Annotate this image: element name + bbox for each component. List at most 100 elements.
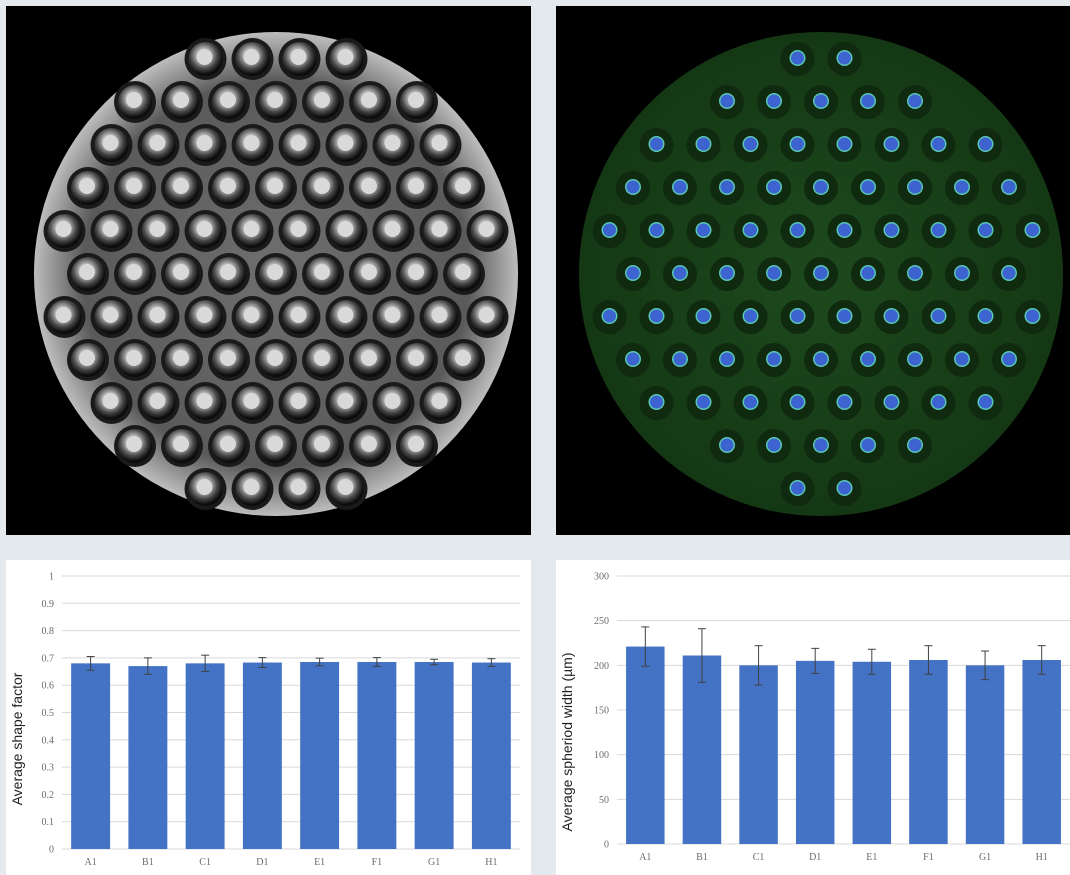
shape-factor-y-tick-label: 0.3	[42, 763, 55, 774]
fluorescence-spheroid	[744, 395, 757, 409]
fluorescence-spheroid	[1026, 223, 1039, 237]
shape-factor-x-tick-label: A1	[85, 857, 97, 868]
fluorescence-spheroid	[861, 94, 875, 108]
fluorescence-spheroid	[720, 94, 734, 108]
brightfield-spheroid	[384, 135, 401, 151]
spheroid-width-x-tick-label: C1	[753, 852, 765, 863]
fluorescence-spheroid	[791, 481, 804, 495]
fluorescence-spheroid	[697, 223, 710, 237]
fluorescence-spheroid	[932, 309, 945, 323]
spheroid-width-y-tick-label: 150	[594, 706, 609, 717]
fluorescence-spheroid	[861, 266, 875, 280]
brightfield-spheroid	[314, 436, 330, 452]
brightfield-spheroid	[220, 178, 236, 194]
brightfield-spheroid	[337, 479, 354, 495]
brightfield-spheroid	[290, 307, 307, 323]
shape-factor-bar	[300, 661, 340, 849]
shape-factor-y-tick-label: 0.5	[42, 708, 55, 719]
spheroid-width-x-tick-label: F1	[923, 852, 934, 863]
brightfield-spheroid	[243, 479, 260, 495]
brightfield-spheroid	[196, 49, 213, 65]
brightfield-spheroid	[478, 307, 495, 323]
spheroid-width-bar	[852, 661, 892, 844]
brightfield-spheroid	[361, 264, 377, 280]
brightfield-spheroid	[173, 92, 189, 108]
fluorescence-spheroid	[697, 137, 710, 151]
spheroid-width-bar	[909, 659, 948, 844]
brightfield-spheroid	[314, 178, 330, 194]
brightfield-spheroid	[79, 350, 95, 366]
brightfield-spheroid	[408, 178, 424, 194]
brightfield-spheroid	[126, 350, 142, 366]
fluorescence-spheroid	[673, 352, 687, 366]
fluorescence-spheroid	[791, 309, 804, 323]
brightfield-spheroid	[314, 264, 330, 280]
spheroid-width-bar	[739, 665, 778, 844]
fluorescence-spheroid	[650, 395, 663, 409]
shape-factor-x-tick-label: H1	[485, 857, 497, 868]
brightfield-spheroid	[243, 135, 260, 151]
fluorescence-spheroid	[767, 180, 781, 194]
fluorescence-spheroid	[650, 309, 663, 323]
fluorescence-spheroid	[697, 395, 710, 409]
shape-factor-y-tick-label: 0.1	[42, 817, 55, 828]
fluorescence-spheroid	[1002, 352, 1016, 366]
brightfield-spheroid	[361, 350, 377, 366]
fluorescence-spheroid	[673, 180, 687, 194]
shape-factor-chart-svg: 0 0.1 0.2 0.3 0.4 0.5 0.6 0.7 0.8 0.9 1 A1 B1 C1 D1 E1…	[9, 572, 520, 868]
fluorescence-spheroid	[814, 352, 828, 366]
fluorescence-microwell-image	[556, 6, 1070, 535]
shape-factor-x-tick-label: C1	[199, 857, 211, 868]
brightfield-spheroid	[243, 49, 260, 65]
brightfield-spheroid	[126, 264, 142, 280]
fluorescence-spheroid	[767, 266, 781, 280]
fluorescence-spheroid	[908, 180, 922, 194]
brightfield-spheroid	[337, 135, 354, 151]
fluorescence-spheroid	[791, 395, 804, 409]
brightfield-spheroid	[196, 135, 213, 151]
brightfield-spheroid	[196, 479, 213, 495]
brightfield-spheroid	[126, 92, 142, 108]
shape-factor-bar	[71, 663, 111, 849]
spheroid-width-y-tick-label: 50	[599, 795, 609, 806]
fluorescence-wells	[592, 42, 1050, 506]
fluorescence-spheroid	[932, 223, 945, 237]
spheroid-width-x-tick-label: E1	[866, 852, 877, 863]
shape-factor-y-tick-label: 0.8	[42, 626, 55, 637]
fluorescence-spheroid	[814, 438, 828, 452]
brightfield-spheroid	[337, 221, 354, 237]
fluorescence-spheroid	[932, 137, 945, 151]
brightfield-spheroid	[408, 264, 424, 280]
brightfield-spheroid	[455, 264, 471, 280]
spheroid-width-y-tick-label: 200	[594, 661, 609, 672]
brightfield-spheroid	[196, 393, 213, 409]
brightfield-spheroid	[384, 221, 401, 237]
fluorescence-spheroid	[861, 438, 875, 452]
fluorescence-spheroid	[814, 180, 828, 194]
fluorescence-spheroid	[1002, 266, 1016, 280]
brightfield-spheroid	[79, 264, 95, 280]
brightfield-spheroid	[408, 92, 424, 108]
fluorescence-spheroid	[626, 180, 640, 194]
fluorescence-spheroid	[861, 180, 875, 194]
fluorescence-spheroid	[720, 180, 734, 194]
brightfield-spheroid	[478, 221, 495, 237]
brightfield-spheroid	[361, 436, 377, 452]
brightfield-spheroid	[290, 49, 307, 65]
brightfield-spheroid	[243, 307, 260, 323]
fluorescence-spheroid	[814, 266, 828, 280]
brightfield-spheroid	[337, 49, 354, 65]
fluorescence-spheroid	[1002, 180, 1016, 194]
brightfield-spheroid	[102, 393, 119, 409]
shape-factor-bar	[471, 662, 511, 849]
brightfield-spheroid	[220, 350, 236, 366]
fluorescence-spheroid	[885, 137, 898, 151]
shape-factor-chart: 0 0.1 0.2 0.3 0.4 0.5 0.6 0.7 0.8 0.9 1 A1 B1 C1 D1 E1…	[6, 560, 531, 875]
fluorescence-spheroid	[650, 223, 663, 237]
brightfield-spheroid	[196, 307, 213, 323]
spheroid-width-y-tick-label: 250	[594, 616, 609, 627]
fluorescence-spheroid	[814, 94, 828, 108]
spheroid-width-x-tick-label: H1	[1036, 852, 1048, 863]
fluorescence-spheroid	[603, 223, 616, 237]
fluorescence-spheroid	[885, 395, 898, 409]
